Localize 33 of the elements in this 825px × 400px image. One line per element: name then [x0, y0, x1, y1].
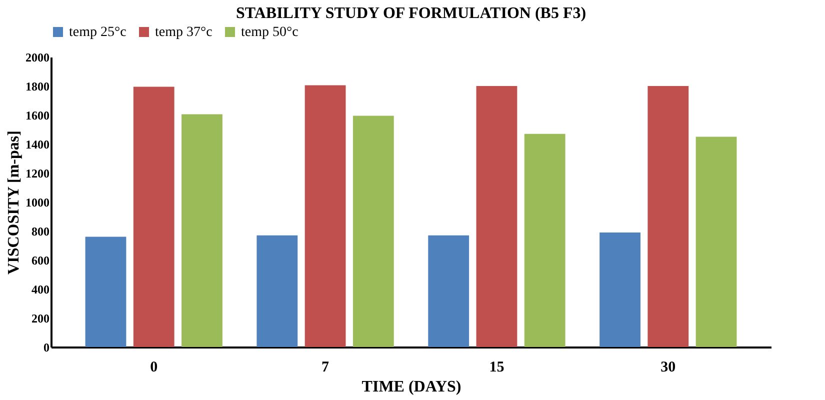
y-tick-label: 800 [32, 224, 50, 238]
x-tick-label: 7 [322, 360, 330, 376]
bar [428, 235, 470, 347]
x-tick-label: 15 [489, 360, 504, 376]
bar [85, 236, 126, 347]
y-tick-label: 2000 [26, 50, 50, 64]
y-tick-label: 1000 [26, 196, 50, 210]
bar [182, 114, 222, 347]
y-tick-label: 1800 [26, 80, 50, 94]
y-tick-label: 400 [32, 282, 50, 296]
bar [304, 85, 346, 347]
y-tick-label: 1400 [26, 138, 50, 152]
bar [352, 116, 394, 347]
y-axis-title: VISCOSITY [m-pas] [6, 130, 22, 274]
legend-label: temp 37°c [155, 25, 212, 40]
y-tick-label: 1600 [26, 108, 50, 122]
y-tick-label: 600 [32, 254, 50, 268]
y-tick-label: 200 [32, 312, 50, 326]
x-tick-label: 30 [660, 360, 676, 376]
bar [256, 235, 298, 347]
bar [696, 136, 737, 347]
chart-title: STABILITY STUDY OF FORMULATION (B5 F3) [236, 5, 586, 22]
y-tick-label: 0 [44, 340, 50, 354]
y-tick-label: 1200 [26, 166, 50, 180]
bar [600, 232, 640, 347]
bar [476, 86, 518, 347]
legend-label: temp 25°c [69, 25, 126, 40]
x-axis-title: TIME (DAYS) [362, 378, 462, 396]
legend-label: temp 50°c [241, 25, 298, 40]
bar [524, 134, 566, 347]
bar [133, 86, 174, 347]
x-tick-label: 0 [150, 360, 158, 376]
bar [648, 86, 689, 347]
